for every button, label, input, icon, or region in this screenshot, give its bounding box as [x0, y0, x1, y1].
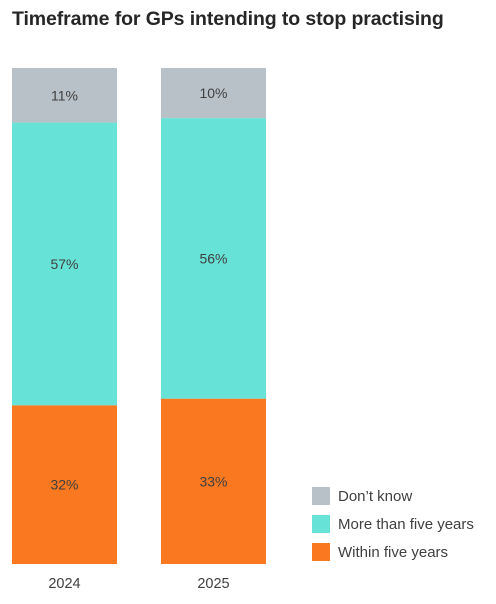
- legend-swatch-more-than-five-years: [312, 515, 330, 533]
- legend-label-more-than-five-years: More than five years: [338, 516, 474, 533]
- segment-labels-layer: 32% 57% 11% 33% 56% 10%: [50, 85, 227, 493]
- chart-title: Timeframe for GPs intending to stop prac…: [12, 8, 444, 30]
- bar-2025-within-five-years: [161, 398, 266, 564]
- data-label-2024-don-t-know: 11%: [51, 87, 78, 103]
- data-label-2024-more-than-five-years: 57%: [50, 256, 78, 272]
- data-label-2024-within-five-years: 32%: [50, 477, 78, 493]
- bars-layer: [12, 68, 266, 564]
- bar-2025-more-than-five-years: [161, 118, 266, 399]
- category-labels-layer: 2024 2025: [48, 576, 229, 592]
- data-label-2025-within-five-years: 33%: [199, 473, 227, 489]
- data-label-2025-more-than-five-years: 56%: [199, 250, 227, 266]
- bar-2024-more-than-five-years: [12, 122, 117, 406]
- legend-label-don-t-know: Don’t know: [338, 488, 412, 505]
- data-label-2025-don-t-know: 10%: [199, 85, 227, 101]
- bar-2024-within-five-years: [12, 405, 117, 564]
- legend-label-within-five-years: Within five years: [338, 544, 448, 561]
- bar-2024-don-t-know: [12, 68, 117, 123]
- bar-2025-don-t-know: [161, 68, 266, 119]
- x-tick-label-2024: 2024: [48, 576, 80, 592]
- x-tick-label-2025: 2025: [197, 576, 229, 592]
- legend: Don’t know More than five years Within fiv…: [312, 487, 474, 561]
- legend-swatch-within-five-years: [312, 543, 330, 561]
- legend-swatch-don-t-know: [312, 487, 330, 505]
